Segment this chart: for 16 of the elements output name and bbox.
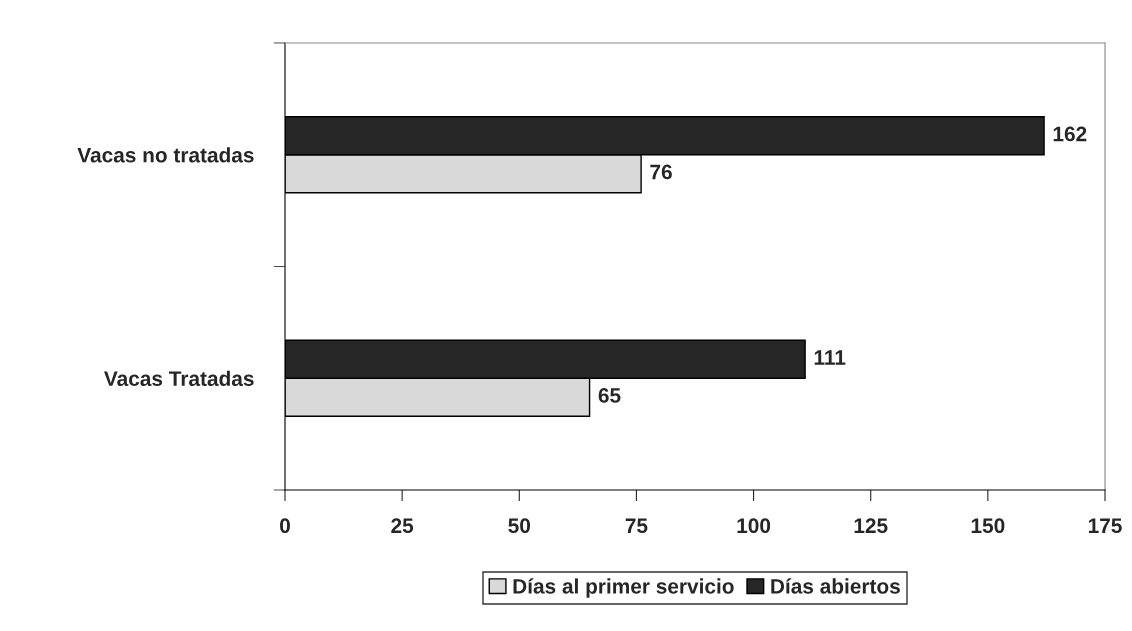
data-label: 76 [650,164,672,180]
data-label: 162 [1053,126,1087,142]
x-tick-label: 125 [854,518,888,534]
x-tick-label: 50 [508,518,531,534]
x-tick-label: 25 [391,518,414,534]
x-tick-label: 75 [625,518,648,534]
y-tick-label: Vacas Tratadas [104,370,254,386]
x-tick-label: 175 [1088,518,1122,534]
legend-label: Días abiertos [771,578,900,594]
legend-label: Días al primer servicio [513,578,734,598]
data-label: 65 [598,388,621,403]
x-tick-label: 100 [737,518,771,534]
x-tick-label: 150 [971,518,1005,534]
y-tick-label: Vacas no tratadas [77,147,254,163]
data-label: 111 [814,350,846,365]
x-tick-label: 0 [280,518,290,534]
